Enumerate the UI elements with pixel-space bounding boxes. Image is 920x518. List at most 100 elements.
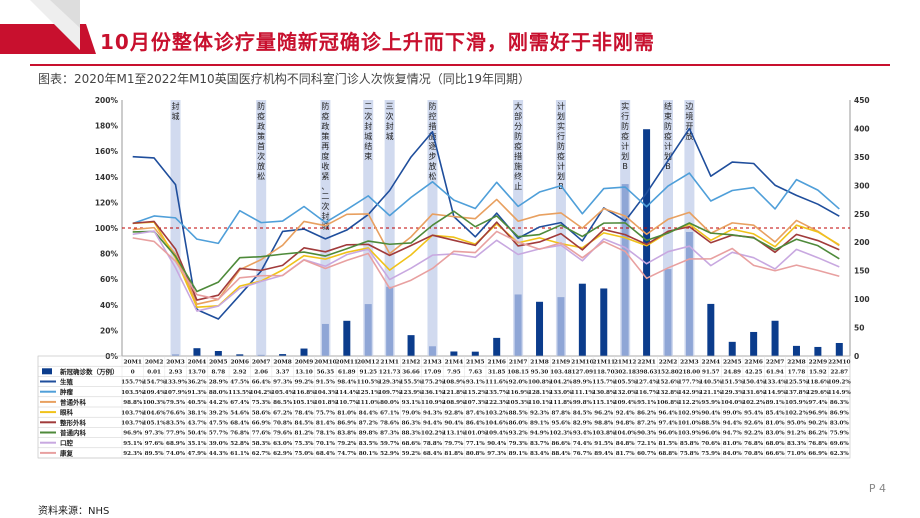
table-cell: 66.9% <box>252 421 272 427</box>
category-label: 22M10 <box>828 360 851 366</box>
table-cell: 39.2% <box>209 410 229 416</box>
table-cell: 76.8% <box>744 441 764 447</box>
table-cell: 2.93 <box>169 370 183 376</box>
annotation-char: 二 <box>364 102 372 111</box>
table-cell: 95.4% <box>744 410 764 416</box>
table-cell: 17.09 <box>424 370 442 376</box>
annotation-char: 疫 <box>514 141 522 151</box>
bar <box>257 354 265 356</box>
table-cell: 89.4% <box>594 451 614 457</box>
table-cell: 99.2% <box>295 380 315 386</box>
table-cell: 86.0% <box>509 421 529 427</box>
table-cell: 44.3% <box>209 451 229 457</box>
table-cell: 88.3% <box>402 431 422 437</box>
right-tick-label: 250 <box>854 210 870 219</box>
table-cell: 84.5% <box>295 421 315 427</box>
table-cell: 89.1% <box>766 400 786 406</box>
bar <box>300 348 308 356</box>
annotation-char: B <box>622 162 628 171</box>
series-name: 整形外科 <box>60 418 87 427</box>
table-cell: 85.8% <box>680 441 700 447</box>
annotation-band <box>384 100 395 356</box>
left-tick-label: 200% <box>95 96 119 105</box>
table-cell: 99.0% <box>723 410 743 416</box>
table-cell: 142.9% <box>678 390 702 396</box>
annotation-char: 行 <box>621 111 629 121</box>
table-cell: 113.5% <box>228 390 252 396</box>
table-cell: 91.57 <box>702 370 720 376</box>
bar <box>193 348 201 356</box>
table-cell: 68.8% <box>659 451 679 457</box>
category-label: 21M10 <box>571 360 594 366</box>
right-tick-label: 350 <box>854 153 870 162</box>
table-cell: 95.30 <box>531 370 549 376</box>
table-cell: 56.35 <box>317 370 335 376</box>
table-cell: 110.1% <box>528 400 552 406</box>
table-cell: 96.4% <box>659 410 679 416</box>
annotation-char: 城 <box>386 132 394 141</box>
table-cell: 105.5% <box>614 380 638 386</box>
table-cell: 95.6% <box>551 421 571 427</box>
table-cell: 8.78 <box>212 370 226 376</box>
annotation-char: 计 <box>557 161 565 171</box>
table-cell: 118.6% <box>806 380 830 386</box>
table-cell: 75.3% <box>295 441 315 447</box>
category-label: 20M2 <box>145 360 164 366</box>
table-cell: 76.6% <box>166 410 186 416</box>
table-cell: 94.4% <box>423 421 443 427</box>
annotation-char: 施 <box>514 161 522 171</box>
table-cell: 36.2% <box>187 380 207 386</box>
table-cell: 114.9% <box>764 390 788 396</box>
annotation-char: 施 <box>428 131 436 141</box>
annotation-char: 策 <box>257 131 265 141</box>
category-label: 21M5 <box>466 360 485 366</box>
table-cell: 103.7% <box>121 410 145 416</box>
left-tick-label: 0% <box>105 352 118 361</box>
table-cell: 66.4% <box>252 380 272 386</box>
table-cell: 66.9% <box>808 451 828 457</box>
category-label: 22M5 <box>723 360 742 366</box>
table-cell: 80.1% <box>359 451 379 457</box>
table-cell: 78.6% <box>380 421 400 427</box>
annotation-band <box>320 100 331 356</box>
table-cell: 89.1% <box>530 421 550 427</box>
table-cell: 35.1% <box>187 441 207 447</box>
table-cell: 121.73 <box>379 370 401 376</box>
table-cell: 78.1% <box>316 431 336 437</box>
bar <box>643 129 651 356</box>
right-tick-label: 150 <box>854 267 870 276</box>
annotation-char: 行 <box>557 131 565 141</box>
bar <box>536 301 544 356</box>
table-cell: 57.7% <box>209 431 229 437</box>
table-cell: 101.0% <box>678 421 702 427</box>
annotation-char: 、 <box>321 182 329 191</box>
table-cell: 83.5% <box>359 441 379 447</box>
table-cell: 87.8% <box>551 410 571 416</box>
table-cell: 0 <box>131 370 135 376</box>
table-cell: 105.9% <box>785 400 809 406</box>
annotation-char: 城 <box>321 222 329 231</box>
table-cell: 152.80 <box>657 370 679 376</box>
table-cell: 83.3% <box>787 441 807 447</box>
category-label: 20M10 <box>314 360 337 366</box>
table-cell: 110.9% <box>421 400 445 406</box>
annotation-char: 大 <box>514 101 522 111</box>
table-cell: 76.7% <box>573 451 593 457</box>
table-cell: 78.4% <box>295 410 315 416</box>
table-cell: 78.8% <box>423 441 443 447</box>
annotation-char: 措 <box>514 151 522 161</box>
table-cell: 110.7% <box>335 400 359 406</box>
series-name: 康复 <box>60 448 74 457</box>
table-cell: 79.5% <box>166 400 186 406</box>
annotation-char: 松 <box>428 171 436 181</box>
category-label: 20M6 <box>230 360 249 366</box>
bar <box>792 345 800 356</box>
annotation-char: 实 <box>621 101 629 111</box>
table-cell: 81.5% <box>659 441 679 447</box>
left-tick-label: 160% <box>95 147 119 156</box>
series-line <box>132 230 840 312</box>
legend-swatch <box>42 368 52 375</box>
annotation-char: 防 <box>321 101 329 111</box>
table-cell: 81.0% <box>766 421 786 427</box>
